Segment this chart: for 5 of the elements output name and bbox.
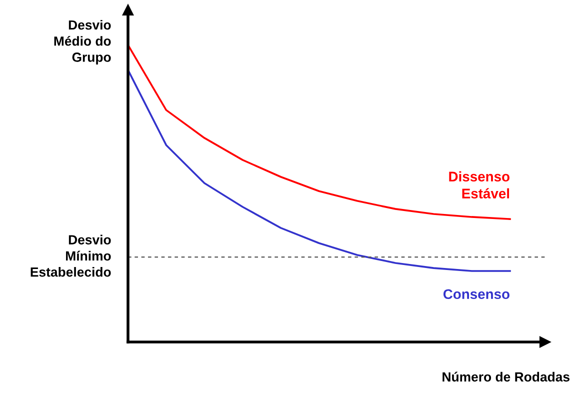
- x-axis-title: Número de Rodadas: [442, 372, 570, 382]
- y-axis-title: Desvio Médio do Grupo: [54, 20, 111, 65]
- series-label: Consenso: [443, 289, 510, 300]
- ref-line-label: Desvio Mínimo Estabelecido: [30, 234, 111, 277]
- series-label: Dissenso Estável: [449, 171, 510, 198]
